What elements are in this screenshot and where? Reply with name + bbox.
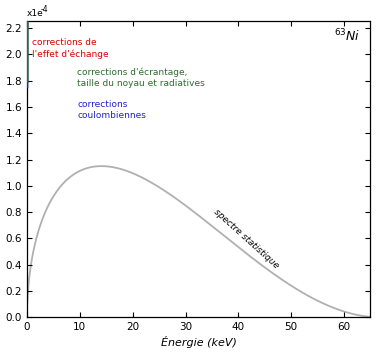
Text: spectre statistique: spectre statistique: [212, 207, 280, 270]
Text: -4: -4: [41, 5, 49, 14]
Text: corrections d'écrantage,
taille du noyau et radiatives: corrections d'écrantage, taille du noyau…: [77, 67, 205, 88]
Text: corrections de
l'effet d'échange: corrections de l'effet d'échange: [32, 39, 108, 59]
Text: corrections
coulombiennes: corrections coulombiennes: [77, 100, 146, 120]
X-axis label: Énergie (keV): Énergie (keV): [161, 336, 237, 348]
Text: x1e: x1e: [27, 8, 44, 17]
Text: $^{63}$Ni: $^{63}$Ni: [334, 27, 360, 44]
